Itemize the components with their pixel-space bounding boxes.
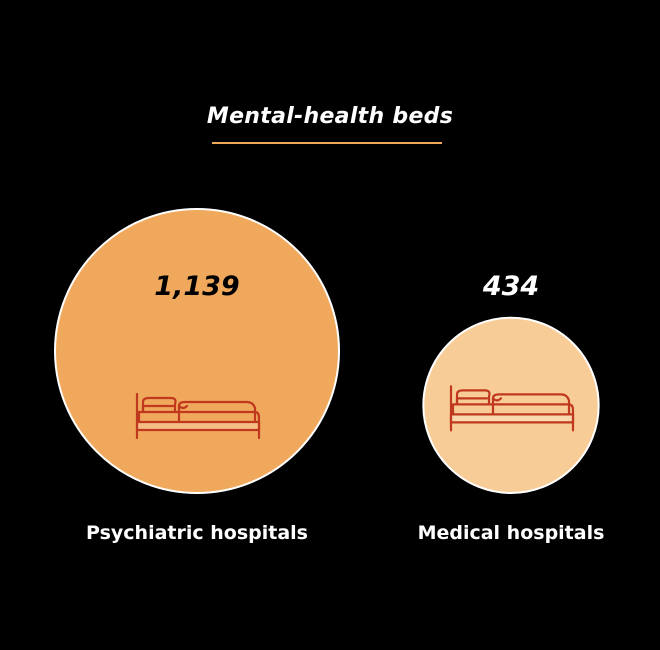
category-label-psychiatric: Psychiatric hospitals (86, 522, 308, 544)
chart-title: Mental-health beds (206, 104, 454, 129)
bed-icon (135, 392, 261, 440)
value-label-medical: 434 (482, 271, 539, 302)
category-label-medical: Medical hospitals (418, 522, 605, 544)
title-underline (212, 142, 442, 144)
bubble-psychiatric (54, 208, 340, 494)
bed-icon (449, 385, 575, 432)
value-label-psychiatric: 1,139 (154, 271, 239, 302)
